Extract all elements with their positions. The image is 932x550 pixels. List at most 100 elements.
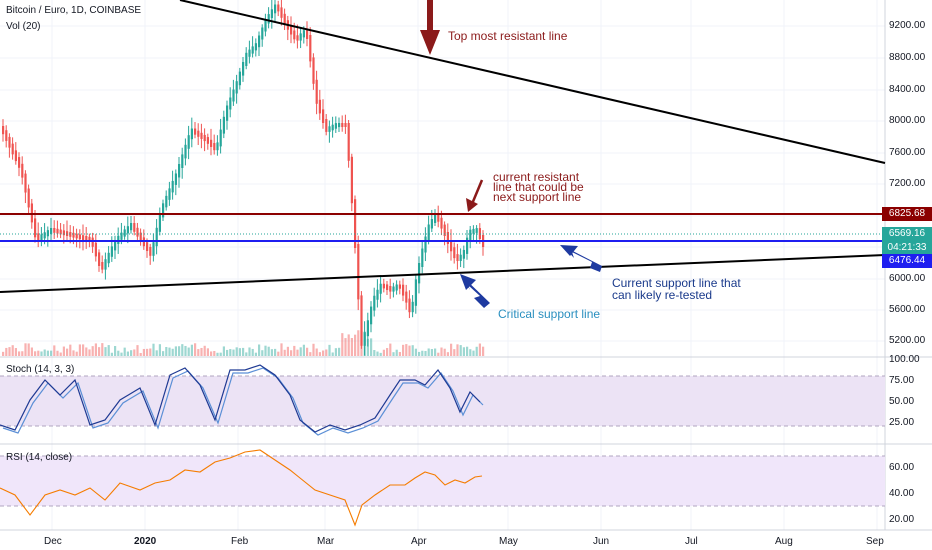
candle-body <box>421 248 424 267</box>
volume-bar <box>421 350 424 356</box>
candlesticks[interactable] <box>2 0 485 356</box>
volume-bar <box>293 345 296 356</box>
volume-bar <box>98 347 101 356</box>
volume-bar <box>126 351 129 356</box>
candle-body <box>219 129 222 147</box>
stoch-band <box>0 376 885 426</box>
volume-bar <box>5 347 8 356</box>
candle-body <box>386 284 389 290</box>
annotation-current-support-1[interactable]: Current support line that <box>612 276 741 290</box>
volume-bar <box>206 348 209 356</box>
volume-bar <box>190 344 193 356</box>
volume-bar <box>347 334 350 356</box>
volume-bar <box>290 350 293 356</box>
annotation-critical-support[interactable]: Critical support line <box>498 307 601 321</box>
stoch-tick: 50.00 <box>889 396 915 407</box>
candle-body <box>462 249 465 259</box>
stoch-tick: 25.00 <box>889 417 915 428</box>
volume-bar <box>277 351 280 356</box>
price-tick: 9200.00 <box>889 20 926 31</box>
volume-bar <box>414 348 417 356</box>
volume-bar <box>411 345 414 356</box>
volume-bar <box>334 348 337 356</box>
candle-body <box>149 247 152 256</box>
candle-body <box>232 89 235 102</box>
last-price-tag[interactable]: 6569.16 <box>882 227 932 241</box>
candle-body <box>360 295 363 346</box>
candle-body <box>344 123 347 127</box>
top-resistant-trendline[interactable] <box>179 0 886 164</box>
candle-body <box>110 246 113 257</box>
annotation-current-resistant-1[interactable]: current resistant <box>493 170 580 184</box>
support-price-tag[interactable]: 6476.44 <box>882 254 932 268</box>
candle-body <box>248 49 251 57</box>
rsi-tick: 20.00 <box>889 514 915 525</box>
candle-body <box>197 130 200 137</box>
volume-bar <box>370 338 373 356</box>
volume-bar <box>136 345 139 356</box>
rsi-tick: 60.00 <box>889 462 915 473</box>
volume-bar <box>158 344 161 356</box>
volume-bar <box>85 347 88 356</box>
volume-bar <box>379 352 382 356</box>
volume-bars <box>2 330 485 356</box>
lower-support-trendline[interactable] <box>0 254 886 293</box>
volume-bar <box>254 352 257 356</box>
stoch-d-line <box>2 367 484 436</box>
time-label: May <box>499 536 518 547</box>
volume-bar <box>446 352 449 356</box>
candle-body <box>427 224 430 241</box>
countdown-tag[interactable]: 04:21:33 <box>882 241 932 255</box>
candle-body <box>251 46 254 54</box>
volume-bar <box>453 349 456 356</box>
price-tick: 8800.00 <box>889 52 926 63</box>
rsi-tick: 40.00 <box>889 488 915 499</box>
resistance-price-tag[interactable]: 6825.68 <box>882 207 932 221</box>
volume-bar <box>30 347 33 356</box>
volume-bar <box>357 330 360 356</box>
candle-body <box>18 157 21 168</box>
candle-body <box>226 105 229 121</box>
volume-bar <box>248 347 251 356</box>
volume-bar <box>424 350 427 356</box>
volume-bar <box>395 349 398 356</box>
blue-arrow-icon <box>560 245 602 272</box>
volume-bar <box>56 350 59 356</box>
candle-body <box>181 154 184 168</box>
candle-body <box>184 144 187 159</box>
annotation-current-resistant-2[interactable]: line that could be <box>493 180 584 194</box>
candle-body <box>24 173 27 193</box>
rsi-label[interactable]: RSI (14, close) <box>6 452 73 463</box>
price-tick: 8000.00 <box>889 115 926 126</box>
stoch-label[interactable]: Stoch (14, 3, 3) <box>6 364 75 375</box>
candle-body <box>210 139 213 147</box>
candle-body <box>376 289 379 300</box>
candle-body <box>130 223 133 231</box>
candle-body <box>357 244 360 300</box>
annotation-top-resistant[interactable]: Top most resistant line <box>448 29 568 43</box>
symbol-title[interactable]: Bitcoin / Euro, 1D, COINBASE <box>6 5 142 16</box>
time-label: Apr <box>411 536 427 547</box>
candle-body <box>469 229 472 242</box>
volume-bar <box>66 348 69 356</box>
volume-bar <box>459 345 462 356</box>
volume-bar <box>107 345 110 356</box>
candle-body <box>229 97 232 110</box>
annotation-current-support-2[interactable]: can likely re-tested <box>612 288 713 302</box>
candle-body <box>446 232 449 244</box>
volume-bar <box>216 352 219 356</box>
annotation-current-resistant-3[interactable]: next support line <box>493 190 582 204</box>
volume-bar <box>104 347 107 356</box>
price-tick: 7600.00 <box>889 147 926 158</box>
rsi-line <box>0 449 483 527</box>
candle-body <box>171 180 174 193</box>
volume-bar <box>267 346 270 356</box>
volume-label[interactable]: Vol (20) <box>6 21 41 32</box>
price-tick: 8400.00 <box>889 84 926 95</box>
candle-body <box>382 283 385 289</box>
candle-body <box>126 226 129 234</box>
candle-body <box>309 35 312 62</box>
volume-bar <box>344 338 347 356</box>
candle-body <box>5 130 8 141</box>
